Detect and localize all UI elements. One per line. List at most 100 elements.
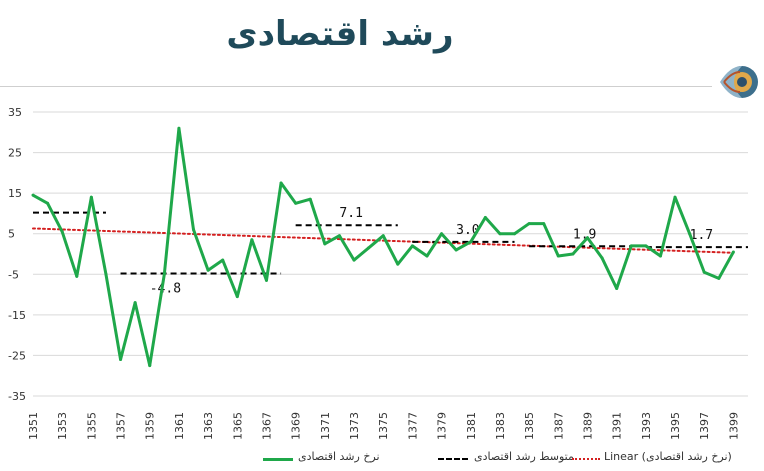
- growth-line: [32, 126, 735, 368]
- growth-point-1383: [498, 232, 502, 236]
- legend-label-trend: Linear (نرخ رشد اقتصادی): [604, 450, 732, 463]
- x-tick-label: 1377: [406, 412, 419, 440]
- growth-point-1386: [542, 222, 546, 226]
- growth-point-1398: [717, 276, 721, 280]
- x-tick-label: 1389: [581, 412, 594, 440]
- economic-growth-chart: 35 25 15 5 -5 -15 -25 -35 1351 1353 1355 1357 1359 1…: [8, 106, 748, 440]
- growth-point-1353: [60, 230, 64, 234]
- growth-point-1358: [133, 301, 137, 305]
- growth-point-1379: [440, 232, 444, 236]
- x-tick-label: 1353: [56, 412, 69, 440]
- growth-point-1396: [688, 232, 692, 236]
- growth-point-1389: [585, 236, 589, 240]
- x-tick-label: 1373: [348, 412, 361, 440]
- gridlines: [33, 111, 748, 397]
- growth-point-1373: [352, 258, 356, 262]
- x-tick-label: 1369: [290, 412, 303, 440]
- x-tick-label: 1365: [231, 412, 244, 440]
- growth-point-1355: [89, 195, 93, 199]
- chart-legend: نرخ رشد اقتصادی متوسط رشد اقتصادی Linear…: [0, 446, 764, 471]
- growth-point-1356: [104, 272, 108, 276]
- growth-point-1393: [644, 244, 648, 248]
- growth-point-1362: [192, 228, 196, 232]
- growth-point-1364: [221, 258, 225, 262]
- ornament-logo-icon: [720, 66, 758, 98]
- growth-point-1367: [264, 278, 268, 282]
- x-tick-label: 1367: [260, 412, 273, 440]
- growth-point-1388: [571, 252, 575, 256]
- x-tick-label: 1387: [552, 412, 565, 440]
- growth-point-1370: [308, 197, 312, 201]
- growth-point-1391: [615, 286, 619, 290]
- y-tick-label: 15: [8, 187, 22, 200]
- growth-point-1381: [469, 240, 473, 244]
- y-tick-label: -15: [8, 309, 26, 322]
- y-tick-label: 25: [8, 147, 22, 160]
- header-divider: [0, 86, 712, 87]
- growth-point-1365: [235, 295, 239, 299]
- x-tick-label: 1391: [611, 412, 624, 440]
- growth-point-1394: [658, 254, 662, 258]
- x-tick-label: 1397: [698, 412, 711, 440]
- chart-title: رشد اقتصادی: [226, 14, 454, 54]
- growth-point-1361: [177, 126, 181, 130]
- growth-point-1377: [410, 244, 414, 248]
- x-tick-label: 1381: [465, 412, 478, 440]
- legend-swatch-average: [438, 458, 468, 460]
- average-label-1: -4.8: [150, 281, 181, 296]
- growth-point-1372: [337, 234, 341, 238]
- y-axis-ticks: 35 25 15 5 -5 -15 -25 -35: [8, 106, 26, 403]
- x-tick-label: 1371: [319, 412, 332, 440]
- average-label-4: 1.9: [573, 227, 596, 242]
- growth-point-1351: [31, 193, 35, 197]
- x-tick-label: 1379: [436, 412, 449, 440]
- legend-label-average: متوسط رشد اقتصادی: [474, 450, 574, 463]
- legend-swatch-growth: [263, 458, 293, 461]
- growth-point-1387: [556, 254, 560, 258]
- growth-point-1382: [483, 215, 487, 219]
- growth-point-1368: [279, 181, 283, 185]
- growth-point-1392: [629, 244, 633, 248]
- legend-swatch-trend: [572, 458, 600, 460]
- growth-point-1385: [527, 222, 531, 226]
- growth-point-1395: [673, 195, 677, 199]
- average-label-5: 1.7: [690, 228, 713, 243]
- x-tick-label: 1399: [727, 412, 740, 440]
- growth-point-1363: [206, 268, 210, 272]
- y-tick-label: -25: [8, 349, 26, 362]
- x-tick-label: 1363: [202, 412, 215, 440]
- trend-line: [32, 227, 735, 254]
- y-tick-label: -5: [8, 268, 19, 281]
- x-tick-label: 1355: [85, 412, 98, 440]
- growth-series: [31, 126, 735, 368]
- y-tick-label: 35: [8, 106, 22, 119]
- x-tick-label: 1395: [669, 412, 682, 440]
- y-tick-label: -35: [8, 390, 26, 403]
- x-tick-label: 1375: [377, 412, 390, 440]
- growth-point-1371: [323, 242, 327, 246]
- growth-point-1384: [513, 232, 517, 236]
- growth-point-1354: [75, 274, 79, 278]
- growth-point-1378: [425, 254, 429, 258]
- growth-point-1376: [396, 262, 400, 266]
- average-label-2: 7.1: [339, 206, 362, 221]
- growth-point-1380: [454, 248, 458, 252]
- x-axis-ticks: 1351 1353 1355 1357 1359 1361 1363 1365 1367 1369…: [27, 412, 740, 440]
- growth-point-1374: [367, 246, 371, 250]
- trend-series: [32, 227, 735, 254]
- growth-point-1357: [119, 357, 123, 361]
- x-tick-label: 1359: [144, 412, 157, 440]
- y-tick-label: 5: [8, 228, 15, 241]
- growth-point-1366: [250, 238, 254, 242]
- x-tick-label: 1383: [494, 412, 507, 440]
- growth-point-1399: [731, 250, 735, 254]
- x-tick-label: 1385: [523, 412, 536, 440]
- growth-point-1375: [381, 234, 385, 238]
- growth-point-1360: [162, 272, 166, 276]
- growth-point-1390: [600, 256, 604, 260]
- x-tick-label: 1351: [27, 412, 40, 440]
- growth-point-1359: [148, 364, 152, 368]
- x-tick-label: 1357: [115, 412, 128, 440]
- x-tick-label: 1393: [640, 412, 653, 440]
- legend-label-growth: نرخ رشد اقتصادی: [298, 450, 380, 463]
